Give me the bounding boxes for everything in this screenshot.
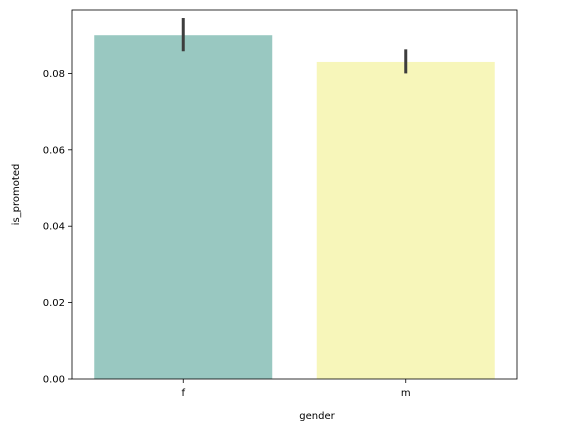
x-tick-label-m: m bbox=[401, 388, 411, 399]
error-bars-group bbox=[181, 18, 408, 74]
y-axis: 0.00 0.02 0.04 0.06 0.08 bbox=[43, 69, 72, 386]
y-tick-label: 0.04 bbox=[43, 222, 65, 233]
y-tick-label: 0.00 bbox=[43, 375, 65, 386]
plot-frame bbox=[71, 9, 518, 380]
x-tick-label-f: f bbox=[181, 388, 185, 399]
bar-f bbox=[94, 35, 273, 379]
y-tick-label: 0.02 bbox=[43, 298, 65, 309]
bar-m bbox=[316, 61, 495, 379]
y-tick-label: 0.08 bbox=[43, 69, 65, 80]
y-axis-label: is_promoted bbox=[11, 164, 22, 226]
y-tick-label: 0.06 bbox=[43, 145, 65, 156]
x-axis-label: gender bbox=[299, 411, 335, 422]
bars-group bbox=[94, 35, 495, 379]
